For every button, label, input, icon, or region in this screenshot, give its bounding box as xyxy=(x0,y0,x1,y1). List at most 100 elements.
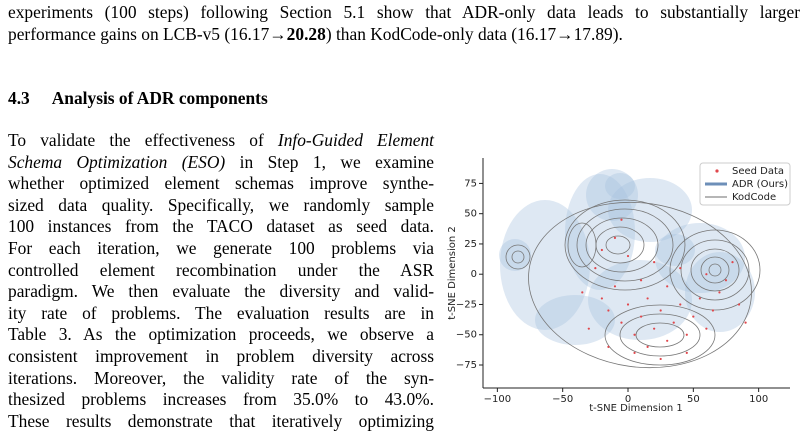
x-tick-label: −50 xyxy=(552,394,573,405)
italic-text: Schema Optimization (ESO) xyxy=(8,151,226,172)
text: ity rate of problems. The evaluation res… xyxy=(8,302,434,323)
seed-point xyxy=(666,339,669,342)
seed-point xyxy=(633,333,636,336)
x-tick-label: 100 xyxy=(749,394,768,405)
text-line: paradigm. We then evaluate the diversity… xyxy=(8,281,434,301)
x-tick-label: 50 xyxy=(687,394,700,405)
seed-point xyxy=(666,285,669,288)
text-line: ity rate of problems. The evaluation res… xyxy=(8,303,434,323)
x-tick-label: −100 xyxy=(484,394,511,405)
seed-point xyxy=(646,297,649,300)
seed-point xyxy=(639,279,643,282)
text-line: For each iteration, we generate 100 prob… xyxy=(8,238,434,258)
seed-point xyxy=(705,327,708,330)
seed-point xyxy=(600,297,603,300)
text: sized data quality. Specifically, we ran… xyxy=(8,194,434,215)
text-line: These results demonstrate that iterative… xyxy=(8,411,434,431)
text: These results demonstrate that iterative… xyxy=(8,410,434,431)
seed-point xyxy=(705,273,708,276)
seed-point xyxy=(600,248,603,252)
y-tick-label: 25 xyxy=(464,239,477,250)
bold-text: 20.28 xyxy=(286,24,326,44)
text: iterations. Moreover, the validity rate … xyxy=(8,367,434,388)
seed-point xyxy=(626,303,630,306)
section-heading: 4.3 Analysis of ADR components xyxy=(8,88,268,109)
legend-box xyxy=(699,162,791,206)
text-line: Table 3. As the optimization proceeds, w… xyxy=(8,324,434,344)
seed-point xyxy=(744,321,747,324)
seed-point xyxy=(620,218,623,221)
seed-point xyxy=(613,236,617,239)
x-tick-label: 0 xyxy=(625,394,631,405)
legend-label: Seed Data xyxy=(732,166,784,177)
seed-point xyxy=(672,321,675,324)
text-line: To validate the effectiveness of Info-Gu… xyxy=(8,130,434,150)
seed-point xyxy=(594,267,597,270)
seed-point xyxy=(633,351,636,354)
seed-point xyxy=(698,297,701,300)
text: To validate the effectiveness of xyxy=(8,130,278,150)
text: paradigm. We then evaluate the diversity… xyxy=(8,281,434,302)
seed-point xyxy=(737,303,741,306)
seed-point xyxy=(581,291,584,294)
text: ). xyxy=(612,24,623,44)
y-tick-label: 50 xyxy=(464,209,477,220)
text: whether optimized element schemas improv… xyxy=(8,173,434,194)
text: performance gains on LCB-v5 (16.17→ xyxy=(8,24,287,44)
seed-point xyxy=(679,303,682,306)
text: 100 instances from the TACO dataset as s… xyxy=(8,216,434,237)
italic-text: Info-Guided Element xyxy=(277,130,434,150)
legend-label: KodCode xyxy=(732,192,776,203)
section-number: 4.3 xyxy=(8,88,30,108)
text-line: whether optimized element schemas improv… xyxy=(8,173,434,193)
text-line: controlled element recombination under t… xyxy=(8,260,434,280)
seed-point xyxy=(718,291,721,294)
kodcode-contours xyxy=(505,199,761,369)
text: Table 3. As the optimization proceeds, w… xyxy=(8,324,434,345)
text-line: thesized problems increases from 35.0% t… xyxy=(8,389,434,409)
seed-point xyxy=(587,327,590,330)
seed-point xyxy=(724,279,728,282)
seed-point xyxy=(653,261,656,264)
text: For each iteration, we generate 100 prob… xyxy=(8,238,434,258)
y-tick-label: 0 xyxy=(471,269,477,280)
seed-point xyxy=(692,315,695,318)
text: controlled element recombination under t… xyxy=(8,259,434,280)
y-tick-label: −75 xyxy=(456,360,477,371)
y-tick-label: 75 xyxy=(464,178,477,189)
seed-point xyxy=(731,261,734,264)
text: thesized problems increases from 35.0% t… xyxy=(8,389,434,410)
text-line: sized data quality. Specifically, we ran… xyxy=(8,195,434,215)
seed-point xyxy=(659,357,662,361)
text-line: consistent improvement in problem divers… xyxy=(8,346,434,366)
seed-point xyxy=(613,285,617,288)
text: 17.89 xyxy=(573,24,613,44)
seed-point xyxy=(685,351,688,354)
text: in Step 1, we examine xyxy=(225,151,434,172)
text: ) than KodCode-only data (16.17→ xyxy=(325,24,574,44)
seed-point xyxy=(659,309,662,312)
seed-point xyxy=(607,345,610,348)
legend-label: ADR (Ours) xyxy=(732,179,788,190)
text: consistent improvement in problem divers… xyxy=(8,346,434,366)
text-line: performance gains on LCB-v5 (16.17→20.28… xyxy=(8,24,623,44)
section-title: Analysis of ADR components xyxy=(51,88,268,108)
y-tick-label: −50 xyxy=(456,330,477,341)
legend-marker xyxy=(715,169,719,173)
seed-point xyxy=(639,315,643,318)
seed-point xyxy=(711,309,715,312)
text-line: Schema Optimization (ESO) in Step 1, we … xyxy=(8,152,434,172)
text-line: experiments (100 steps) following Sectio… xyxy=(8,2,800,22)
text: experiments (100 steps) following Sectio… xyxy=(8,2,800,22)
seed-point xyxy=(626,254,630,258)
seed-point xyxy=(679,267,682,270)
y-tick-label: −25 xyxy=(456,299,477,310)
seed-point xyxy=(646,345,649,348)
y-axis-label: t-SNE Dimension 2 xyxy=(447,226,458,320)
text-line: 100 instances from the TACO dataset as s… xyxy=(8,216,434,236)
seed-point xyxy=(685,333,688,336)
seed-point xyxy=(620,321,623,324)
text-line: iterations. Moreover, the validity rate … xyxy=(8,368,434,388)
